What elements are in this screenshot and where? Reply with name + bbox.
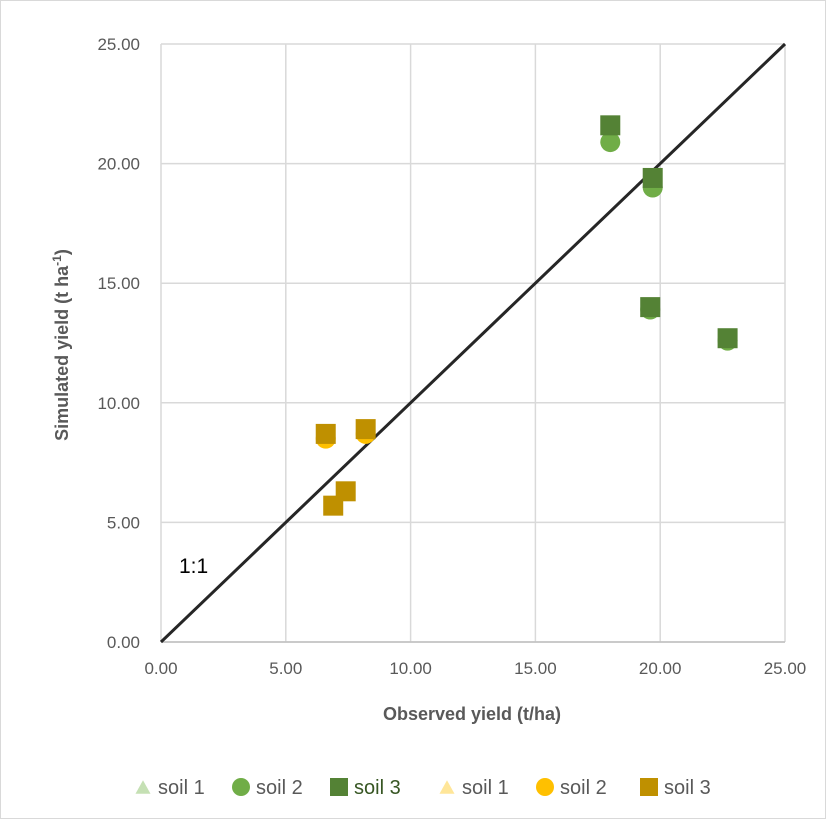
legend-marker-circle [232,778,250,796]
y-tick-label: 0.00 [107,633,140,652]
legend-label: soil 3 [354,777,401,799]
reference-line-group [161,44,785,642]
legend-label: soil 1 [158,777,205,799]
y-axis-title-close: ) [52,249,72,255]
x-tick-label: 20.00 [639,659,682,678]
y-axis-title: Simulated yield (t ha-1) [50,249,72,441]
x-tick-label: 25.00 [764,659,807,678]
legend-marker-triangle [136,780,151,794]
y-axis-title-superscript: -1 [50,255,64,266]
data-point-square [718,328,738,348]
legend-label: soil 2 [560,777,607,799]
legend-label: soil 1 [462,777,509,799]
x-tick-label: 0.00 [144,659,177,678]
reference-line-label: 1:1 [179,555,208,578]
legend-marker-triangle [440,780,455,794]
y-tick-label: 20.00 [97,155,140,174]
y-tick-label: 10.00 [97,394,140,413]
data-point-square [640,297,660,317]
x-tick-label: 10.00 [389,659,432,678]
x-axis-title: Observed yield (t/ha) [383,704,561,724]
legend-marker-square [330,778,348,796]
y-tick-label: 25.00 [97,35,140,54]
reference-line-1-1 [161,44,785,642]
data-point-square [356,419,376,439]
x-tick-label: 15.00 [514,659,557,678]
y-tick-label: 5.00 [107,513,140,532]
y-tick-labels: 0.00 5.00 10.00 15.00 20.00 25.00 [97,35,140,652]
data-point-square [643,168,663,188]
legend-marker-circle [536,778,554,796]
legend-label: soil 2 [256,777,303,799]
y-tick-label: 15.00 [97,274,140,293]
legend-marker-square [640,778,658,796]
data-point-square [316,424,336,444]
x-tick-labels: 0.00 5.00 10.00 15.00 20.00 25.00 [144,659,806,678]
data-point-square [600,115,620,135]
legend: soil 1 soil 2 soil 3 soil 1 soil 2 soil 3 [136,777,711,799]
x-tick-label: 5.00 [269,659,302,678]
y-axis-title-main: Simulated yield (t ha [52,265,72,441]
data-points [316,115,738,515]
data-point-square [336,481,356,501]
legend-label: soil 3 [664,777,711,799]
